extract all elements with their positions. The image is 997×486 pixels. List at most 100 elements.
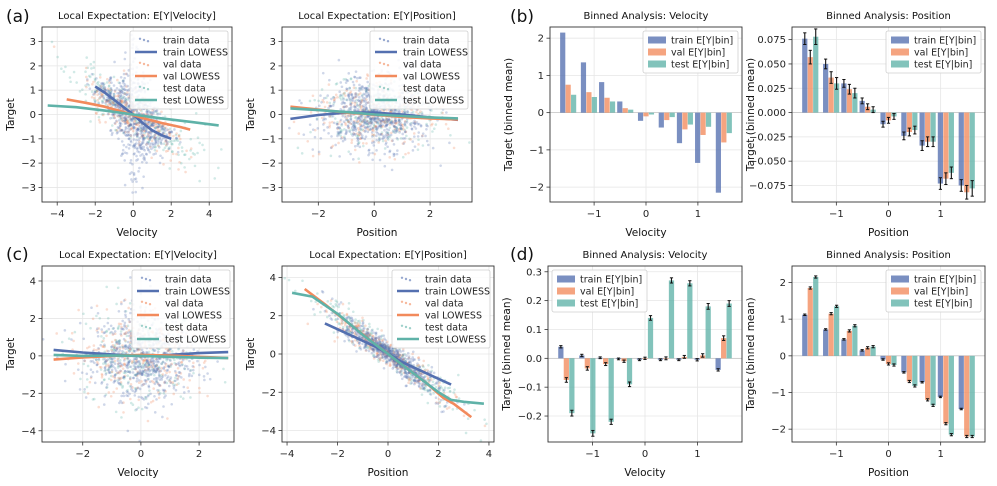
train-data-point (126, 340, 130, 344)
val-data-point (186, 386, 190, 390)
val-data-point (372, 133, 376, 137)
train-data-point (118, 364, 121, 368)
train-data-point (153, 394, 156, 398)
train-data-point (111, 358, 114, 362)
train-data-point (103, 358, 107, 361)
train-data-point (347, 338, 351, 342)
test-data-point (154, 145, 157, 149)
train-data-point (112, 381, 116, 384)
train-data-point (351, 328, 354, 332)
train-data-point (340, 102, 344, 105)
test-data-point (178, 143, 181, 146)
val-data-point (163, 381, 166, 384)
val-data-point (395, 365, 398, 369)
train-data-point (129, 161, 132, 165)
test-data-point (379, 342, 382, 346)
train-data-point (377, 124, 381, 128)
train-data-point (365, 108, 368, 111)
train-data-point (120, 128, 124, 132)
val-data-point (140, 129, 144, 132)
train-data-point (154, 138, 158, 142)
test-data-point (100, 99, 104, 103)
val-data-point (149, 145, 152, 149)
test-data-point (105, 330, 108, 334)
train-data-point (153, 368, 156, 371)
test-data-point (114, 102, 117, 106)
val-data-point (137, 143, 141, 146)
train-data-point (364, 93, 367, 96)
train-data-point (133, 145, 137, 148)
train-data-point (366, 87, 369, 90)
train-data-point (138, 144, 141, 148)
val-data-point (385, 116, 388, 120)
val-data-point (379, 122, 382, 125)
test-data-point (89, 120, 92, 123)
train-data-point (353, 75, 356, 79)
val-data-point (120, 325, 123, 329)
val-data-point (151, 364, 155, 367)
val-data-point (374, 125, 378, 129)
test-data-point (365, 122, 369, 126)
val-data-point (333, 98, 336, 101)
val-bar (700, 112, 706, 135)
train-data-point (328, 114, 331, 118)
test-data-point (324, 96, 328, 100)
train-data-point (385, 123, 389, 127)
y-tick-label: −2 (529, 183, 544, 194)
val-data-point (377, 118, 380, 121)
test-data-point (78, 90, 82, 93)
train-data-point (350, 94, 354, 97)
train-data-point (126, 127, 130, 130)
train-data-point (141, 141, 145, 145)
train-data-point (166, 364, 170, 368)
test-data-point (406, 111, 410, 115)
train-data-point (91, 360, 95, 363)
test-data-point (109, 101, 112, 105)
test-data-point (189, 137, 193, 141)
legend-label: test data (403, 84, 446, 95)
test-data-point (157, 365, 161, 369)
y-tick-label: −0.050 (749, 157, 786, 168)
train-data-point (127, 137, 131, 141)
train-data-point (388, 150, 391, 154)
val-legend-marker (382, 62, 386, 66)
train-data-point (383, 118, 386, 122)
train-data-point (361, 104, 365, 108)
train-data-point (362, 100, 366, 103)
val-data-point (366, 331, 370, 334)
train-data-point (323, 96, 326, 100)
val-data-point (146, 122, 150, 126)
val-legend-marker (138, 61, 142, 64)
val-data-point (365, 142, 368, 145)
train-data-point (152, 361, 156, 365)
val-data-point (348, 92, 352, 95)
train-data-point (120, 129, 124, 132)
train-data-point (116, 130, 119, 134)
val-data-point (324, 309, 328, 312)
val-data-point (169, 381, 173, 384)
test-data-point (142, 364, 145, 368)
val-data-point (417, 143, 420, 146)
val-data-point (144, 356, 147, 360)
y-tick-label: 0 (30, 110, 36, 121)
train-data-point (395, 119, 398, 123)
train-data-point (172, 386, 176, 390)
val-data-point (109, 394, 113, 398)
val-data-point (389, 343, 393, 347)
train-data-point (136, 128, 139, 131)
train-data-point (137, 395, 141, 399)
train-data-point (160, 378, 164, 381)
train-data-point (354, 70, 358, 73)
test-data-point (348, 319, 352, 322)
test-legend-marker (138, 85, 142, 89)
test-data-point (325, 315, 329, 319)
val-data-point (177, 168, 180, 171)
test-data-point (112, 95, 116, 98)
train-data-point (404, 369, 407, 372)
train-data-point (129, 118, 132, 121)
test-data-point (403, 353, 407, 356)
train-data-point (372, 108, 376, 112)
test-data-point (160, 374, 164, 377)
train-data-point (339, 118, 343, 122)
test-data-point (369, 119, 373, 123)
